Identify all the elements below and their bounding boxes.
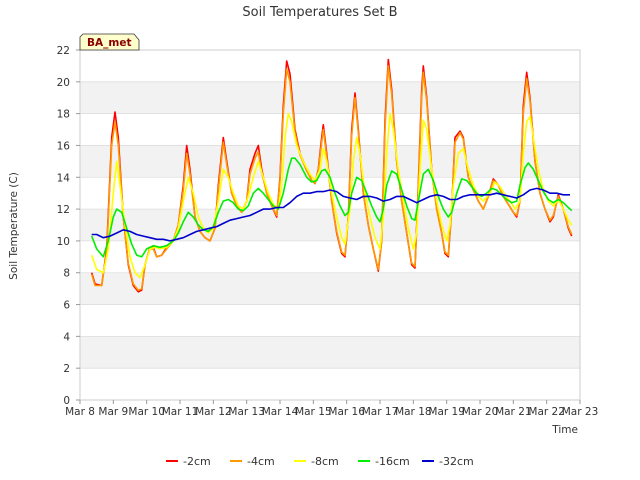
- y-tick-label: 0: [63, 395, 70, 407]
- y-tick-label: 4: [63, 331, 70, 343]
- plot-area-frame: [79, 49, 581, 401]
- y-tick-label: 12: [57, 204, 70, 216]
- x-axis-label: Time: [551, 424, 578, 436]
- x-tick-label: Mar 14: [262, 406, 299, 418]
- legend-label: -8cm: [311, 455, 339, 468]
- legend-label: -2cm: [183, 455, 211, 468]
- grid-band: [80, 145, 580, 178]
- legend-label: -32cm: [439, 455, 474, 468]
- grid-bands: [80, 81, 580, 369]
- y-axis-label: Soil Temperature (C): [8, 172, 20, 280]
- x-tick-label: Mar 20: [462, 406, 499, 418]
- x-tick-label: Mar 22: [528, 406, 565, 418]
- x-tick-label: Mar 8: [65, 406, 95, 418]
- y-tick-label: 18: [57, 109, 70, 121]
- legend: -2cm -4cm -8cm -16cm -32cm: [166, 455, 474, 468]
- x-tick-label: Mar 11: [162, 406, 199, 418]
- x-tick-label: Mar 9: [98, 406, 128, 418]
- x-tick-label: Mar 18: [395, 406, 432, 418]
- grid-band: [80, 81, 580, 114]
- site-badge-box: [79, 33, 140, 51]
- series-line-minus-32cm: [91, 187, 570, 242]
- y-tick-label: 6: [63, 300, 70, 312]
- legend-item: -8cm: [294, 455, 339, 468]
- site-badge-label: BA_met: [87, 37, 131, 49]
- y-tick-label: 14: [57, 172, 71, 184]
- legend-item: -16cm: [358, 455, 410, 468]
- legend-label: -16cm: [375, 455, 410, 468]
- x-tick-label: Mar 23: [562, 406, 599, 418]
- x-tick-label: Mar 12: [195, 406, 232, 418]
- y-tick-label: 10: [57, 236, 70, 248]
- legend-label: -4cm: [247, 455, 275, 468]
- site-badge: BA_met: [79, 33, 140, 51]
- y-tick-label: 16: [57, 140, 71, 152]
- legend-item: -2cm: [166, 455, 211, 468]
- x-tick-label: Mar 10: [128, 406, 165, 418]
- x-tick-label: Mar 19: [428, 406, 465, 418]
- y-tick-label: 8: [63, 268, 70, 280]
- grid-band: [80, 336, 580, 369]
- x-tick-label: Mar 13: [228, 406, 265, 418]
- grid-band: [80, 209, 580, 241]
- series-lines: [90, 58, 573, 293]
- legend-item: -32cm: [422, 455, 474, 468]
- y-axis-ticks: 0 2 4 6 8 10 12 14 16 18 20 22: [57, 45, 80, 407]
- x-tick-label: Mar 21: [495, 406, 532, 418]
- y-tick-label: 2: [63, 363, 70, 375]
- grid-band: [80, 272, 580, 305]
- y-tick-label: 20: [57, 77, 70, 89]
- y-tick-label: 22: [57, 45, 70, 57]
- series-line-minus-16cm: [90, 157, 573, 258]
- x-tick-label: Mar 17: [362, 406, 399, 418]
- chart-title: Soil Temperatures Set B: [242, 5, 397, 20]
- legend-item: -4cm: [230, 455, 275, 468]
- series-line-minus-8cm: [90, 112, 573, 279]
- x-tick-label: Mar 16: [328, 406, 365, 418]
- x-tick-label: Mar 15: [295, 406, 332, 418]
